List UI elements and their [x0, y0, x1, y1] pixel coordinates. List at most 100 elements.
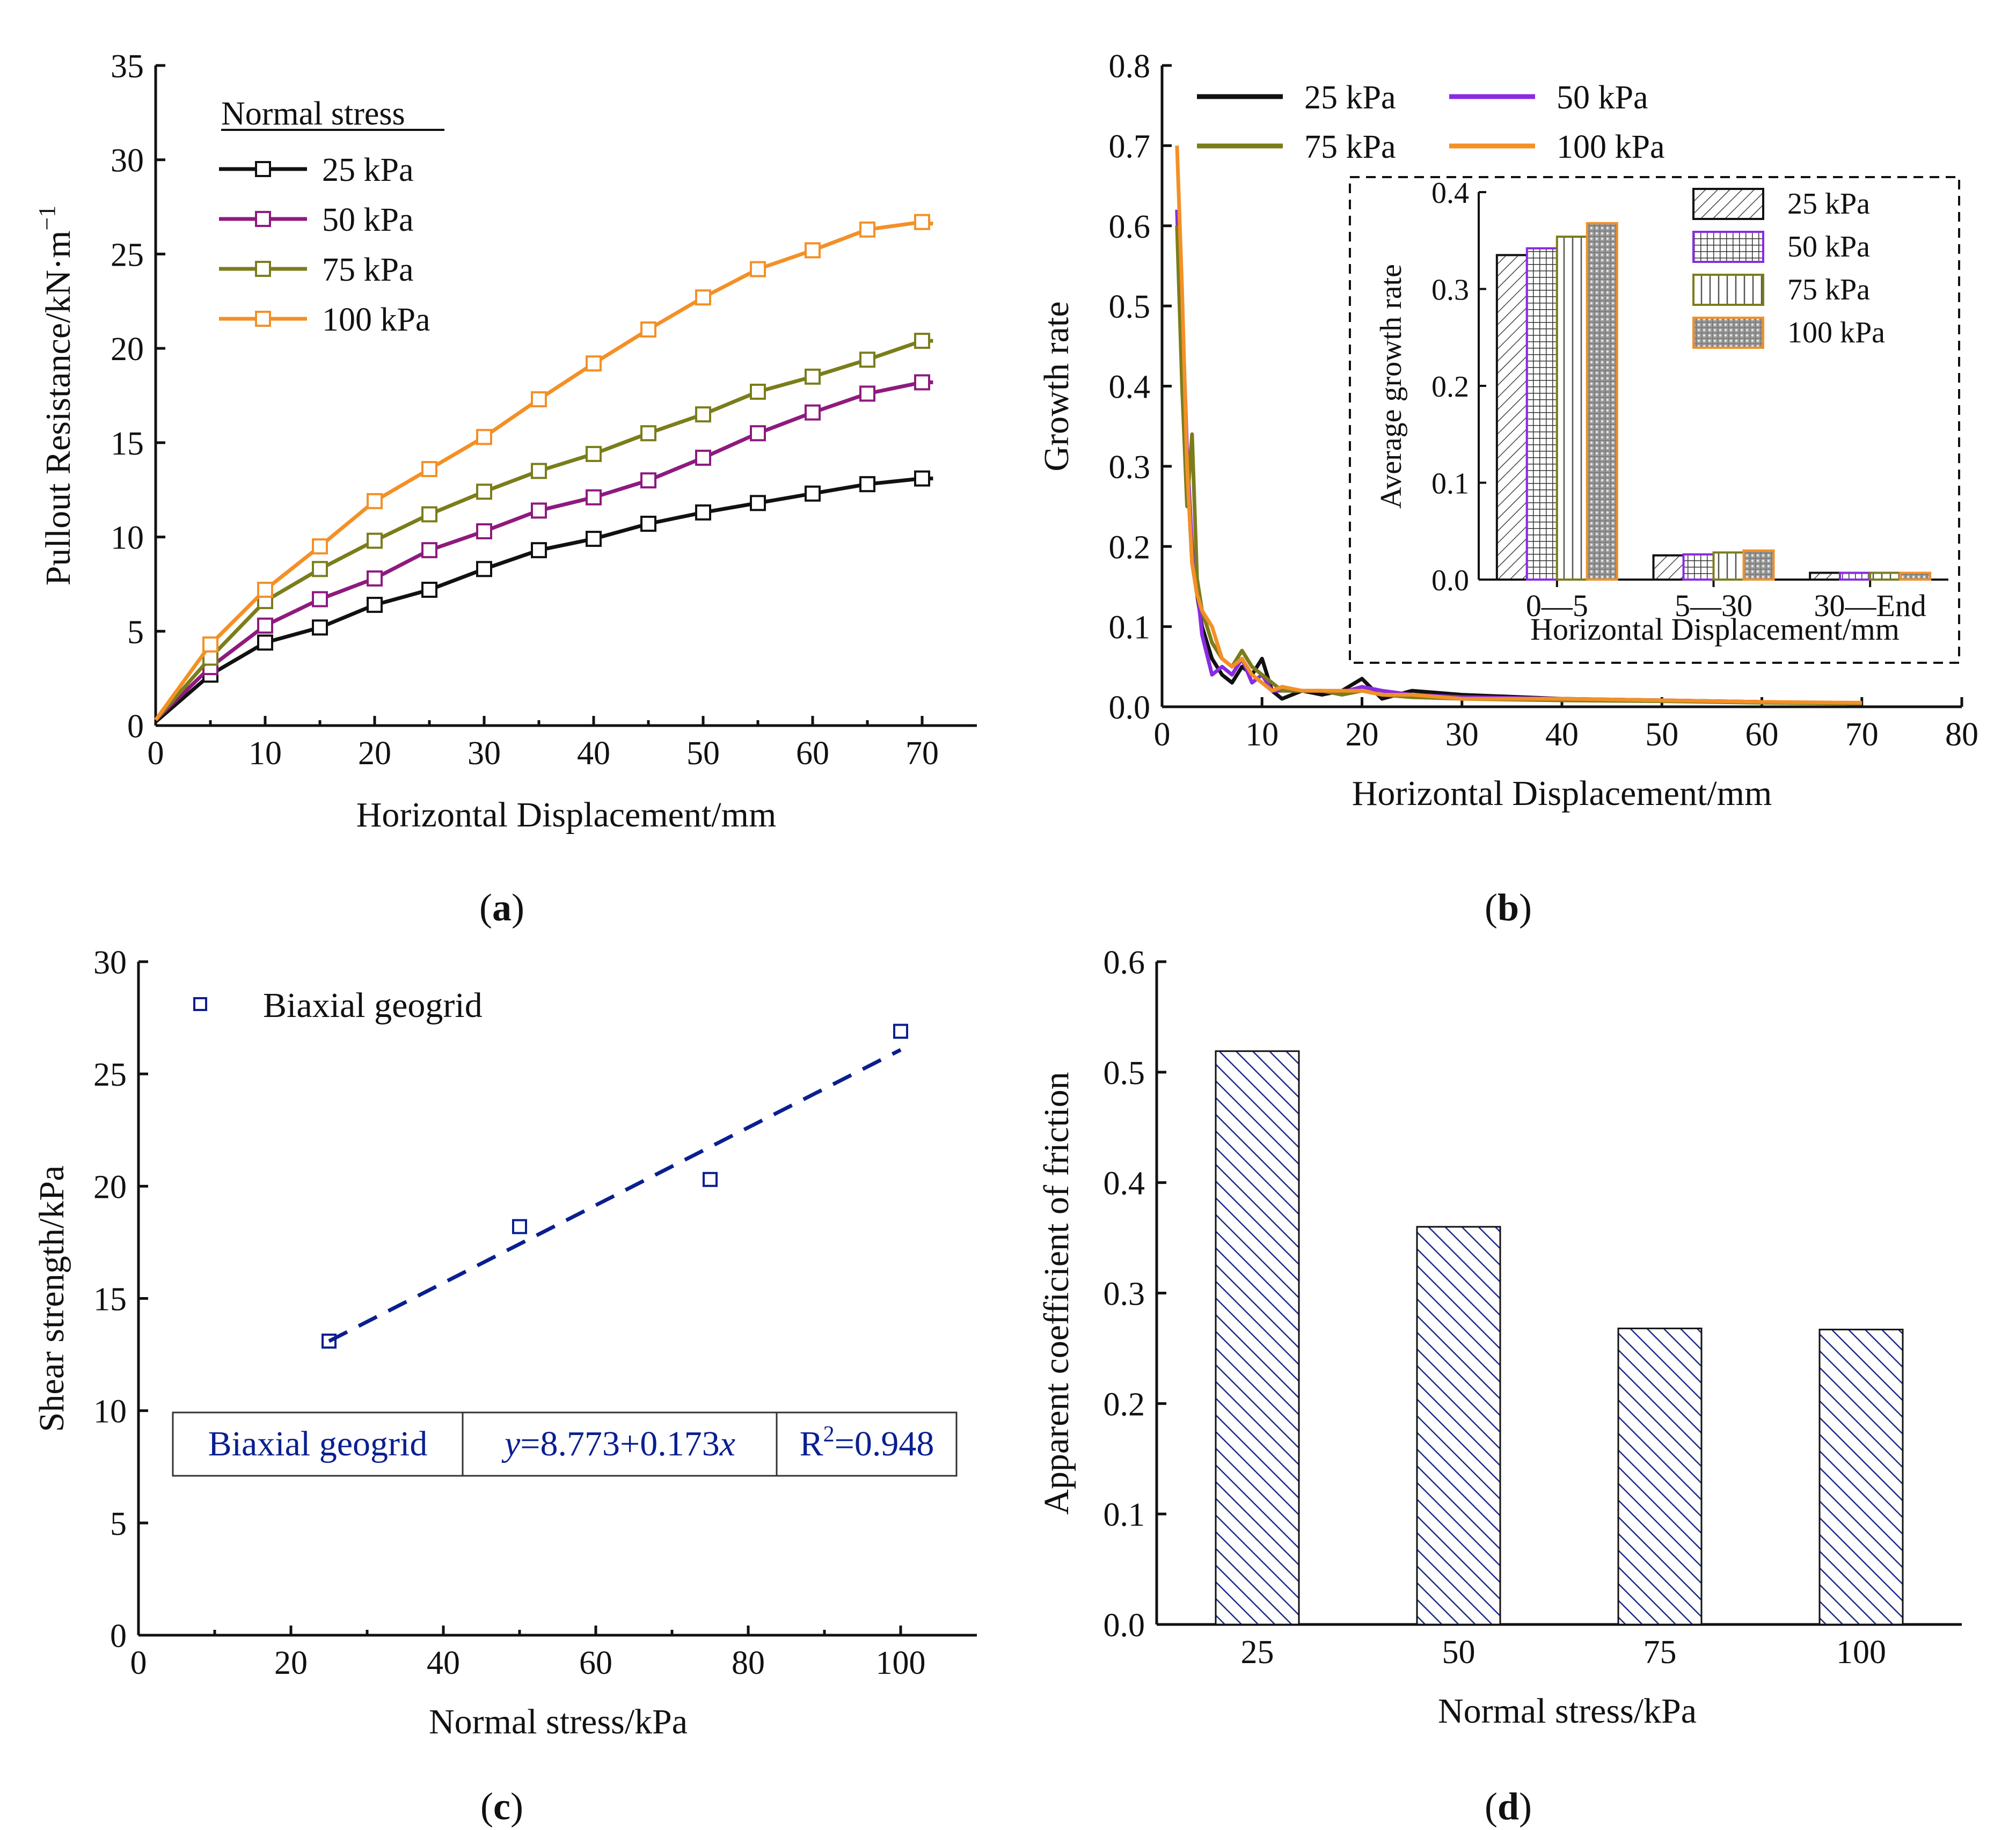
panel-c-ytick-label: 20	[93, 1169, 127, 1205]
caption-c: (c)	[480, 1785, 523, 1828]
panel-a-legend-label: 25 kPa	[322, 152, 414, 188]
panel-c-ytick-label: 25	[93, 1057, 127, 1093]
fit-table-equation: y=8.773+0.173x	[501, 1424, 735, 1463]
panel-a-legend-marker	[255, 161, 271, 177]
inset-bar	[1525, 247, 1558, 581]
inset-bar	[1809, 572, 1842, 581]
inset-xtick-label: 5—30	[1675, 588, 1752, 623]
panel-b-ytick-label: 0.2	[1109, 529, 1151, 566]
inset-legend-swatch	[1692, 274, 1764, 306]
inset-ytick-label: 0.0	[1431, 564, 1469, 597]
panel-a-marker	[859, 352, 875, 368]
panel-a-marker	[640, 321, 656, 338]
inset-bar	[1869, 572, 1902, 581]
panel-c-shear-strength: 0 20 40 60 80 100 0 5 10 15 20 25 30 Normal stress/k…	[32, 945, 977, 1741]
panel-b-xtick-label: 0	[1154, 716, 1171, 753]
panel-a-ylabel: Pullout Resistance/kN·m−1	[34, 206, 78, 586]
panel-a-legend-label: 50 kPa	[322, 202, 414, 238]
panel-b-xlabel: Horizontal Displacement/mm	[1352, 774, 1772, 813]
inset-ytick-label: 0.3	[1431, 274, 1469, 307]
panel-a-marker	[914, 333, 930, 349]
inset-bar	[1586, 222, 1618, 581]
panel-d-bar	[1416, 1226, 1501, 1626]
panel-a-marker	[367, 570, 383, 587]
panel-d-ytick-label: 0.1	[1104, 1497, 1145, 1533]
panel-d-xtick-label: 100	[1836, 1634, 1886, 1671]
panel-a-marker	[312, 561, 328, 577]
panel-a-marker	[531, 542, 547, 559]
inset-bar	[1652, 554, 1685, 581]
panel-b-ylabel: Growth rate	[1037, 301, 1076, 471]
panel-c-point	[703, 1172, 718, 1187]
panel-b-ytick-label: 0.3	[1109, 449, 1151, 486]
panel-d-ytick-label: 0.4	[1104, 1166, 1145, 1202]
panel-a-ytick-label: 10	[111, 520, 144, 557]
inset-legend-swatch	[1692, 188, 1764, 220]
panel-b-xtick-label: 30	[1445, 716, 1479, 753]
panel-a-marker	[695, 449, 711, 466]
inset-legend-swatch	[1692, 231, 1764, 263]
caption-d: (d)	[1485, 1785, 1532, 1828]
inset-bar	[1682, 553, 1715, 581]
panel-a-ytick-label: 5	[127, 614, 144, 650]
panel-d-ytick-label: 0.6	[1104, 945, 1145, 981]
panel-a-marker	[586, 531, 602, 547]
panel-a-series-4	[154, 220, 933, 721]
panel-a-marker	[476, 523, 492, 540]
panel-c-point	[512, 1219, 527, 1234]
inset-bar	[1742, 549, 1775, 581]
panel-a-marker	[914, 374, 930, 391]
panel-a-marker	[640, 472, 656, 489]
inset-legend: 25 kPa 50 kPa 75 kPa 100 kPa	[1692, 187, 1885, 349]
panel-a-ytick-label: 20	[111, 331, 144, 368]
panel-c-xtick-label: 60	[579, 1645, 612, 1681]
inset-xtick-label: 0—5	[1526, 588, 1588, 623]
panel-c-ytick-label: 15	[93, 1282, 127, 1318]
panel-c-ylabel: Shear strength/kPa	[32, 1166, 71, 1432]
panel-d-friction-coefficient: 0.0 0.1 0.2 0.3 0.4 0.5 0.6 25 50 75 100 Normal st…	[1037, 945, 1962, 1731]
panel-b-legend-label: 50 kPa	[1557, 79, 1648, 116]
panel-a-marker	[421, 461, 437, 478]
panel-b-ytick-label: 0.6	[1109, 209, 1151, 245]
panel-a-series-2	[154, 380, 933, 722]
panel-b-inset: 0.0 0.1 0.2 0.3 0.4 0—5 5—30 30—End Horizontal …	[1349, 176, 1960, 664]
panel-a-marker	[257, 617, 273, 634]
panel-a-marker	[859, 476, 875, 493]
panel-d-ytick-label: 0.3	[1104, 1276, 1145, 1313]
panel-a-marker	[421, 581, 437, 598]
panel-c-ytick-label: 30	[93, 945, 127, 981]
panel-a-xlabel: Horizontal Displacement/mm	[356, 795, 777, 835]
panel-a-legend-title: Normal stress	[221, 96, 405, 132]
inset-bar	[1899, 572, 1932, 581]
panel-a-ytick-label: 15	[111, 426, 144, 462]
inset-frame	[1349, 176, 1960, 664]
panel-a-marker	[914, 470, 930, 487]
panel-c-point	[322, 1333, 337, 1349]
panel-a-marker	[367, 597, 383, 613]
panel-d-ylabel: Apparent coefficient of friction	[1037, 1072, 1076, 1514]
panel-a-legend-marker	[255, 261, 271, 277]
panel-a-xtick-label: 60	[796, 735, 829, 772]
panel-a-marker	[695, 289, 711, 306]
panel-a-marker	[312, 619, 328, 636]
panel-b-legend: 25 kPa 50 kPa 75 kPa 100 kPa	[1197, 79, 1665, 165]
panel-a-xtick-label: 10	[249, 735, 282, 772]
panel-b-ytick-label: 0.4	[1109, 369, 1151, 406]
panel-c-legend-label: Biaxial geogrid	[263, 986, 483, 1025]
inset-bar	[1495, 254, 1528, 581]
panel-a-ytick-label: 25	[111, 237, 144, 273]
panel-a-xtick-label: 70	[905, 735, 939, 772]
panel-a-marker	[257, 581, 273, 598]
panel-b-series-4	[1175, 145, 1862, 705]
panel-c-ytick-label: 5	[110, 1506, 127, 1542]
panel-c-xtick-label: 40	[427, 1645, 460, 1681]
panel-b-xtick-label: 50	[1645, 716, 1678, 753]
panel-a-series-1	[154, 477, 933, 723]
panel-a-ytick-label: 35	[111, 48, 144, 85]
panel-a-marker	[914, 214, 930, 230]
inset-ylabel: Average growth rate	[1375, 264, 1408, 509]
panel-d-bar	[1818, 1328, 1904, 1626]
panel-a-marker	[531, 463, 547, 479]
inset-bar	[1712, 551, 1745, 581]
